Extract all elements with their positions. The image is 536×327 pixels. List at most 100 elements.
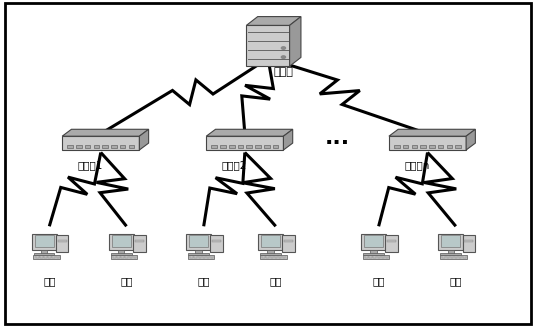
Bar — [196, 250, 202, 254]
Bar — [111, 145, 117, 148]
Bar — [459, 256, 461, 257]
Polygon shape — [62, 136, 139, 150]
Bar — [68, 145, 73, 148]
Circle shape — [281, 47, 286, 49]
Polygon shape — [289, 17, 301, 66]
Bar — [40, 257, 43, 258]
Text: 主机: 主机 — [197, 276, 210, 286]
Bar — [258, 234, 283, 250]
Bar — [125, 256, 128, 257]
Bar — [44, 256, 47, 257]
Bar — [266, 257, 269, 258]
Bar — [364, 235, 383, 247]
Bar — [129, 145, 134, 148]
Bar — [195, 256, 197, 257]
Bar — [284, 240, 293, 242]
Bar — [36, 257, 39, 258]
Bar — [412, 145, 417, 148]
Bar — [274, 257, 277, 258]
Bar — [111, 235, 131, 247]
Bar — [48, 256, 51, 257]
Bar — [255, 145, 261, 148]
Bar — [271, 256, 273, 257]
Bar — [203, 257, 205, 258]
Bar — [211, 256, 213, 257]
Bar — [441, 253, 461, 255]
Bar — [133, 256, 136, 257]
Bar — [40, 256, 43, 257]
Bar — [274, 256, 277, 257]
Bar — [117, 256, 120, 257]
Text: 控制器: 控制器 — [273, 67, 293, 77]
Bar — [203, 256, 205, 257]
Bar — [56, 256, 59, 257]
Bar — [110, 255, 137, 259]
Polygon shape — [284, 129, 293, 150]
Polygon shape — [247, 17, 301, 26]
Bar — [135, 240, 144, 242]
Bar — [102, 145, 108, 148]
Bar — [32, 234, 56, 250]
Bar — [130, 257, 132, 258]
Bar — [34, 235, 54, 247]
Bar — [455, 145, 461, 148]
Bar — [44, 257, 47, 258]
Bar — [117, 257, 120, 258]
Bar — [386, 256, 389, 257]
Bar — [283, 257, 286, 258]
Bar — [109, 234, 133, 250]
Bar — [211, 145, 217, 148]
Bar — [262, 257, 265, 258]
Bar — [195, 257, 197, 258]
Text: ···: ··· — [325, 133, 350, 153]
Text: 交换机2: 交换机2 — [222, 160, 247, 170]
Text: 主机: 主机 — [43, 276, 56, 286]
Bar — [438, 234, 463, 250]
Bar — [438, 145, 443, 148]
Bar — [186, 234, 211, 250]
Polygon shape — [389, 129, 475, 136]
Text: 主机: 主机 — [120, 276, 133, 286]
Bar — [463, 257, 466, 258]
Text: 主机: 主机 — [450, 276, 462, 286]
Bar — [264, 145, 270, 148]
Bar — [198, 256, 201, 257]
Bar — [369, 256, 372, 257]
Bar — [85, 145, 91, 148]
Bar — [363, 253, 384, 255]
Bar — [120, 145, 125, 148]
Bar — [56, 235, 69, 252]
Bar — [198, 257, 201, 258]
Text: 主机: 主机 — [373, 276, 385, 286]
Bar — [420, 145, 426, 148]
Bar — [464, 240, 473, 242]
Bar — [210, 235, 223, 252]
Bar — [382, 256, 384, 257]
Bar — [361, 234, 386, 250]
Polygon shape — [62, 129, 148, 136]
Bar — [446, 256, 449, 257]
Bar — [365, 257, 368, 258]
Bar — [262, 256, 265, 257]
Bar — [125, 257, 128, 258]
Bar — [189, 235, 208, 247]
Bar — [76, 145, 81, 148]
Bar — [387, 240, 396, 242]
Bar — [374, 257, 376, 258]
Bar — [267, 250, 274, 254]
Bar — [260, 253, 281, 255]
Bar — [111, 253, 132, 255]
Bar — [279, 257, 281, 258]
Bar — [463, 235, 475, 252]
Bar — [34, 253, 55, 255]
Bar — [266, 256, 269, 257]
Bar — [113, 256, 116, 257]
Bar — [41, 250, 47, 254]
Bar — [442, 256, 445, 257]
Bar — [48, 257, 51, 258]
Bar — [207, 256, 210, 257]
Bar — [403, 145, 408, 148]
Bar — [369, 257, 372, 258]
Bar — [271, 257, 273, 258]
Bar — [455, 256, 457, 257]
